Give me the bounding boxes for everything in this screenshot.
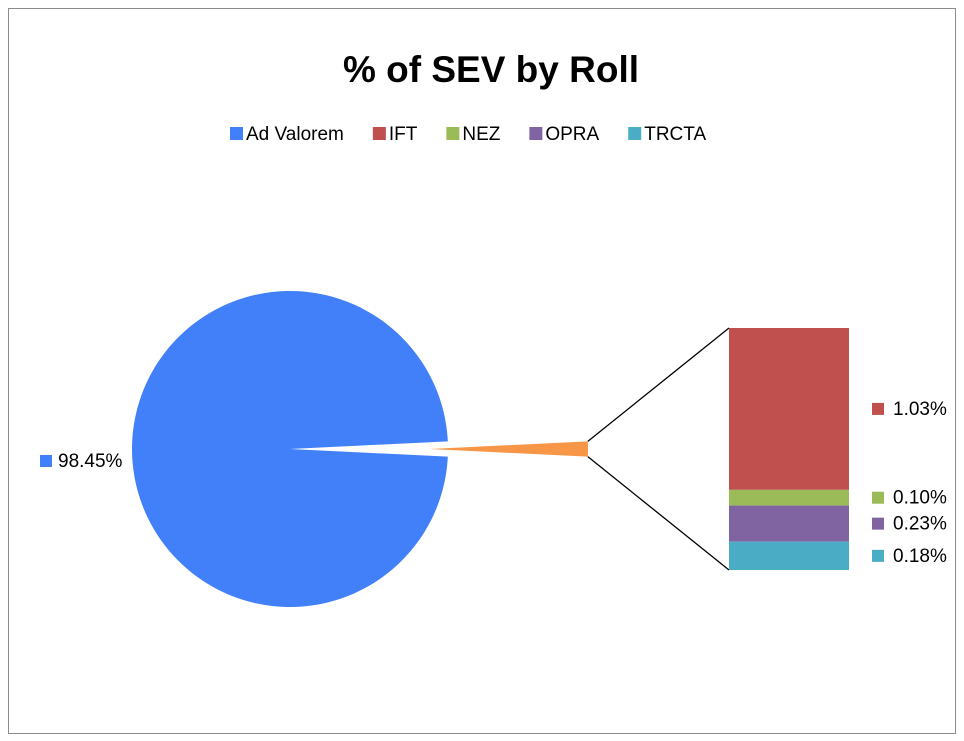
legend-swatch (446, 127, 460, 140)
legend-swatch (230, 127, 243, 140)
pie-slice (132, 291, 448, 607)
bar-segment (729, 489, 849, 506)
legend-label: Ad Valorem (246, 124, 344, 145)
label-swatch (40, 455, 52, 467)
connector-line (587, 456, 730, 571)
bar-segment (729, 541, 849, 570)
label-swatch (872, 491, 884, 504)
chart-title: % of SEV by Roll (343, 49, 639, 90)
data-label: 0.10% (893, 488, 947, 509)
bar-segment (729, 328, 849, 490)
connector-line (587, 327, 730, 442)
legend-swatch (372, 127, 386, 140)
data-label: 98.45% (58, 451, 123, 472)
legend-label: OPRA (545, 124, 599, 145)
legend-label: TRCTA (644, 124, 706, 145)
label-swatch (872, 402, 884, 415)
label-swatch (872, 517, 884, 530)
legend-swatch (529, 127, 543, 140)
pie-other-slice (430, 441, 588, 457)
bar-segment (729, 505, 849, 542)
label-swatch (872, 549, 884, 562)
legend-label: IFT (389, 124, 418, 145)
legend-swatch (628, 127, 642, 140)
legend-label: NEZ (462, 124, 500, 145)
data-label: 0.23% (893, 514, 947, 535)
data-label: 0.18% (893, 546, 947, 567)
data-label: 1.03% (893, 399, 947, 420)
